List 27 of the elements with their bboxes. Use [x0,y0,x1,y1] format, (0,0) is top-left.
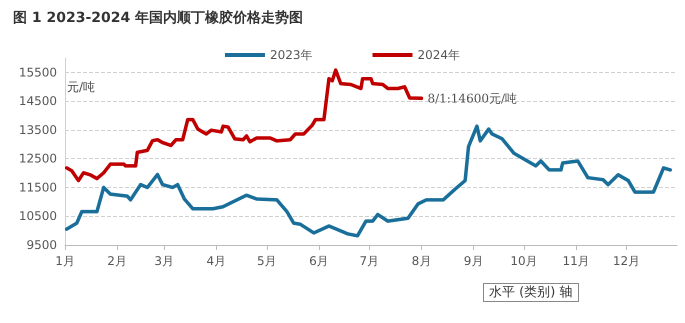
x-tick-label: 7月 [360,254,380,268]
y-tick-label: 10500 [18,209,57,224]
line-series [64,68,424,182]
x-tick-label: 2月 [107,254,127,268]
x-tick-label: 4月 [206,254,226,268]
x-tick-label: 8月 [412,254,432,268]
x-tick-label: 9月 [464,254,484,268]
y-tick-label: 13500 [18,122,57,137]
x-tick-label: 11月 [562,254,590,268]
x-tick-label: 5月 [256,254,277,268]
legend-label: 2024年 [418,48,460,62]
x-axis-title: 水平 (类别) 轴 [489,285,572,300]
y-tick-label: 15500 [18,65,57,80]
y-tick-label: 14500 [18,94,57,108]
line-series [64,124,672,238]
x-tick-label: 3月 [154,254,174,268]
chart-title: 图 1 2023-2024 年国内顺丁橡胶价格走势图 [13,9,304,26]
annotation: 8/1:14600元/吨 [427,91,518,106]
y-tick-label: 9500 [26,238,57,252]
x-tick-label: 10月 [510,254,538,268]
y-tick-label: 12500 [18,152,57,166]
x-tick-label: 1月 [55,254,75,268]
y-axis-title: 元/吨 [67,80,96,94]
legend-label: 2023年 [270,48,313,62]
y-tick-label: 11500 [18,180,57,194]
x-tick-label: 12月 [612,254,640,268]
x-tick-label: 6月 [309,254,329,268]
